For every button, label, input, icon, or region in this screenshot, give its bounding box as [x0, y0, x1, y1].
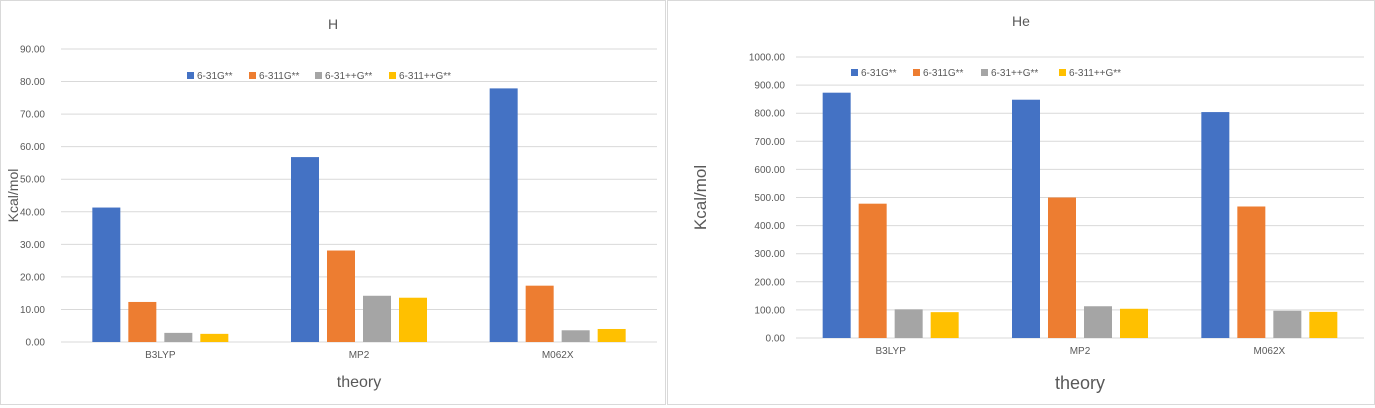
chart-he-legend-swatch — [851, 69, 858, 76]
chart-h-bar-mp2-4 — [399, 297, 427, 342]
chart-h-bar-mp2-1 — [291, 157, 319, 342]
chart-he-y-tick-label: 100.00 — [754, 305, 785, 316]
chart-he-legend-label: 6-311++G** — [1069, 68, 1121, 79]
chart-he-legend-swatch — [1059, 69, 1066, 76]
chart-h-y-tick-label: 10.00 — [20, 305, 45, 316]
chart-he-bar-m062x-4 — [1309, 311, 1338, 338]
chart-h-bar-mp2-2 — [327, 250, 355, 342]
chart-he-y-tick-label: 400.00 — [754, 221, 785, 232]
chart-he-y-tick-label: 900.00 — [754, 81, 785, 92]
chart-he-bar-mp2-3 — [1084, 306, 1112, 338]
chart-h-bar-m062x-2 — [525, 285, 554, 342]
chart-he-y-axis-label: Kcal/mol — [691, 165, 710, 230]
chart-he-bar-b3lyp-3 — [894, 309, 923, 338]
chart-h-category-label: M062X — [542, 350, 574, 361]
chart-he-y-tick-label: 700.00 — [754, 137, 785, 148]
chart-h-category-label: MP2 — [349, 350, 370, 361]
chart-he-bar-mp2-2 — [1048, 197, 1076, 338]
chart-h-x-axis-label: theory — [337, 374, 381, 391]
chart-h-y-tick-label: 40.00 — [20, 207, 45, 218]
chart-he-bar-m062x-2 — [1237, 206, 1266, 338]
chart-he-x-axis-label: theory — [1055, 373, 1105, 393]
chart-he-category-label: M062X — [1253, 346, 1285, 357]
chart-he-y-tick-label: 200.00 — [754, 277, 785, 288]
chart-h-bar-b3lyp-3 — [164, 332, 193, 342]
chart-he-legend-label: 6-311G** — [923, 68, 964, 79]
chart-he-y-tick-label: 0.00 — [766, 334, 786, 345]
chart-h-y-tick-label: 60.00 — [20, 142, 45, 153]
chart-he-bar-b3lyp-2 — [858, 203, 887, 338]
chart-h-y-tick-label: 80.00 — [20, 77, 45, 88]
chart-he-bar-m062x-1 — [1201, 112, 1230, 339]
chart-he-panel: He 0.00 100.00 200.00 300.00 400.00 500.00 600.… — [667, 0, 1375, 405]
chart-h-legend-swatch — [389, 72, 396, 79]
chart-h-legend-label: 6-31G** — [197, 71, 233, 82]
chart-h-legend-label: 6-31++G** — [325, 71, 372, 82]
chart-he-y-tick-label: 500.00 — [754, 193, 785, 204]
chart-he-legend-swatch — [913, 69, 920, 76]
chart-h-panel: H 0.00 10.00 20.00 30.00 40.00 50.00 60.00 70.00… — [0, 0, 666, 405]
chart-h-y-axis-label: Kcal/mol — [5, 169, 21, 223]
chart-he-y-tick-label: 600.00 — [754, 165, 785, 176]
chart-he-svg: He 0.00 100.00 200.00 300.00 400.00 500.00 600.… — [691, 13, 1364, 393]
chart-he-bar-b3lyp-1 — [822, 92, 851, 338]
chart-h-bar-b3lyp-1 — [92, 207, 121, 342]
chart-h-legend-swatch — [315, 72, 322, 79]
chart-h-category-label: B3LYP — [145, 350, 176, 361]
chart-h-y-tick-label: 70.00 — [20, 110, 45, 121]
chart-he-bar-mp2-4 — [1120, 308, 1148, 338]
chart-h-y-tick-label: 0.00 — [26, 338, 46, 349]
chart-h-y-tick-label: 90.00 — [20, 45, 45, 56]
chart-h-legend-swatch — [249, 72, 256, 79]
chart-he-legend-swatch — [981, 69, 988, 76]
chart-h-bar-b3lyp-4 — [200, 333, 229, 342]
chart-h-legend-label: 6-311G** — [259, 71, 300, 82]
chart-h-bar-m062x-4 — [597, 328, 626, 342]
chart-he-bar-m062x-3 — [1273, 310, 1302, 338]
chart-he-category-label: B3LYP — [875, 346, 906, 357]
chart-h-bar-m062x-3 — [561, 330, 590, 342]
chart-he-category-label: MP2 — [1070, 346, 1091, 357]
chart-he-legend-label: 6-31G** — [861, 68, 897, 79]
chart-h-legend-swatch — [187, 72, 194, 79]
chart-h-bar-b3lyp-2 — [128, 301, 157, 342]
chart-he-y-tick-label: 800.00 — [754, 109, 785, 120]
chart-h-legend-label: 6-311++G** — [399, 71, 451, 82]
chart-h-svg: H 0.00 10.00 20.00 30.00 40.00 50.00 60.00 70.00… — [5, 16, 657, 391]
chart-he-title: He — [1012, 13, 1030, 29]
chart-he-bar-b3lyp-4 — [930, 312, 959, 338]
chart-h-y-tick-label: 30.00 — [20, 240, 45, 251]
chart-h-title: H — [328, 16, 338, 32]
chart-he-y-tick-label: 300.00 — [754, 249, 785, 260]
chart-h-y-tick-label: 50.00 — [20, 175, 45, 186]
chart-h-y-tick-label: 20.00 — [20, 272, 45, 283]
chart-he-legend-label: 6-31++G** — [991, 68, 1038, 79]
chart-h-bar-m062x-1 — [489, 88, 518, 343]
chart-h-bar-mp2-3 — [363, 295, 391, 342]
chart-he-bar-mp2-1 — [1012, 99, 1040, 338]
chart-he-y-tick-label: 1000.00 — [749, 53, 786, 64]
